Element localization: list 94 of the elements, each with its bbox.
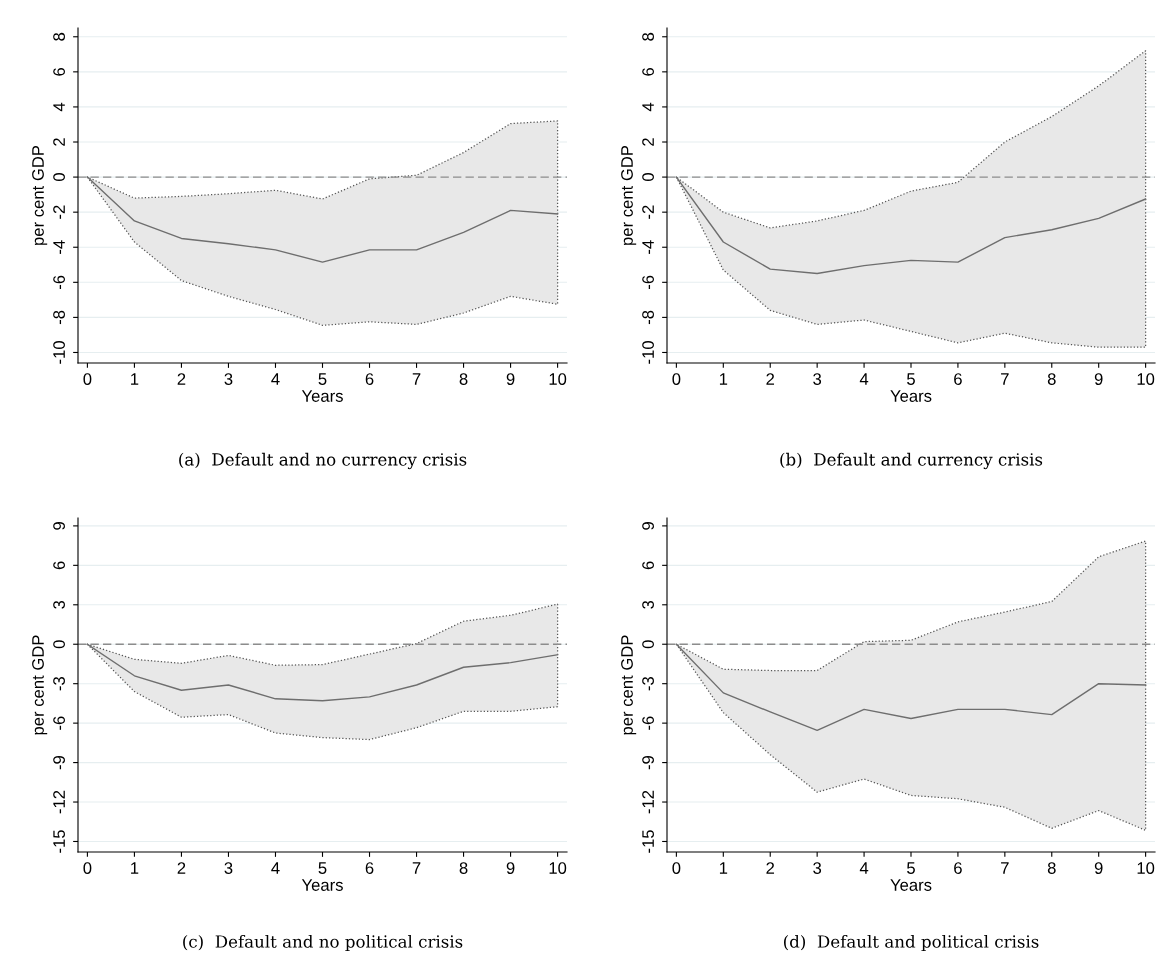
x-tick-label: 7 <box>412 373 421 385</box>
y-tick-label: 0 <box>642 173 654 182</box>
y-tick-label: -3 <box>642 677 654 691</box>
text: (a) Default and no currency crisis <box>179 452 467 470</box>
x-tick-label: 4 <box>271 373 280 385</box>
y-tick-label: 0 <box>53 173 65 182</box>
y-tick-label: -2 <box>53 205 65 219</box>
x-tick-label: 1 <box>719 862 728 874</box>
text: (b) Default and currency crisis <box>780 452 1043 470</box>
y-tick-label: 3 <box>642 600 654 609</box>
y-tick-label: 9 <box>642 522 654 530</box>
x-tick-label: 10 <box>1137 373 1155 385</box>
y-tick-label: 6 <box>642 67 654 76</box>
y-tick-label: 2 <box>53 138 65 146</box>
y-tick-label: -10 <box>642 341 654 364</box>
x-tick-label: 3 <box>813 862 822 874</box>
x-axis-title: Years <box>301 879 343 891</box>
x-tick-label: 10 <box>549 373 567 385</box>
x-tick-label: 8 <box>1047 862 1056 874</box>
y-tick-label: 6 <box>642 561 654 570</box>
x-tick-label: 4 <box>271 862 280 874</box>
y-tick-label: 9 <box>53 522 65 530</box>
y-tick-label: 6 <box>53 561 65 570</box>
x-tick-label: 1 <box>131 373 139 385</box>
x-tick-label: 2 <box>177 373 186 385</box>
y-tick-label: 2 <box>642 138 654 146</box>
y-tick-label: -4 <box>53 240 65 254</box>
x-tick-label: 2 <box>766 373 775 385</box>
y-tick-label: 8 <box>53 32 65 41</box>
x-tick-label: 0 <box>83 373 92 385</box>
x-tick-label: 10 <box>1137 862 1155 874</box>
x-tick-label: 5 <box>907 373 915 385</box>
y-axis-title: per cent GDP <box>32 635 48 735</box>
x-tick-label: 1 <box>719 373 728 385</box>
x-tick-label: 6 <box>365 373 374 385</box>
y-tick-label: 4 <box>53 102 65 112</box>
x-tick-label: 3 <box>224 862 233 874</box>
x-tick-label: 3 <box>224 373 233 385</box>
x-tick-label: 8 <box>1047 373 1056 385</box>
x-tick-label: 1 <box>131 862 139 874</box>
x-tick-label: 10 <box>549 862 567 874</box>
y-tick-label: -4 <box>642 240 654 254</box>
y-tick-label: -2 <box>642 205 654 219</box>
x-axis-title: Years <box>890 390 932 402</box>
x-tick-label: 8 <box>459 862 468 874</box>
x-tick-label: 8 <box>459 373 468 385</box>
y-tick-label: -10 <box>53 341 65 364</box>
x-tick-label: 2 <box>177 862 186 874</box>
y-tick-label: -12 <box>53 790 65 814</box>
y-tick-label: -12 <box>642 790 654 814</box>
y-tick-label: -9 <box>53 755 65 770</box>
y-tick-label: 0 <box>642 640 654 649</box>
x-tick-label: 7 <box>1001 862 1009 874</box>
y-axis-title: per cent GDP <box>32 145 48 245</box>
x-axis-title: Years <box>301 390 343 402</box>
y-tick-label: -6 <box>53 716 65 730</box>
y-tick-label: -6 <box>642 275 654 289</box>
x-tick-label: 0 <box>83 862 92 874</box>
y-tick-label: 0 <box>53 640 65 649</box>
x-tick-label: 9 <box>506 862 515 874</box>
x-tick-label: 3 <box>813 373 822 385</box>
y-tick-label: -8 <box>642 310 654 325</box>
x-tick-label: 5 <box>318 862 327 874</box>
y-tick-label: 3 <box>53 600 65 609</box>
x-tick-label: 2 <box>766 862 775 874</box>
y-tick-label: -15 <box>642 830 654 853</box>
y-tick-label: 4 <box>642 102 654 112</box>
x-tick-label: 6 <box>954 373 962 385</box>
y-tick-label: 6 <box>53 67 65 76</box>
x-axis-title: Years <box>890 879 932 891</box>
x-tick-label: 4 <box>859 373 869 385</box>
y-tick-label: -6 <box>53 275 65 289</box>
text: (d) Default and political crisis <box>783 934 1039 952</box>
x-tick-label: 6 <box>954 862 962 874</box>
x-tick-label: 4 <box>859 862 869 874</box>
y-tick-label: -8 <box>53 310 65 325</box>
x-tick-label: 5 <box>318 373 327 385</box>
y-tick-label: -6 <box>642 716 654 730</box>
x-tick-label: 9 <box>1094 862 1103 874</box>
x-tick-label: 0 <box>672 373 681 385</box>
y-tick-label: 8 <box>642 32 654 41</box>
x-tick-label: 7 <box>412 862 421 874</box>
x-tick-label: 5 <box>907 862 915 874</box>
x-tick-label: 9 <box>1094 373 1103 385</box>
y-axis-title: per cent GDP <box>621 145 637 245</box>
x-tick-label: 7 <box>1001 373 1009 385</box>
x-tick-label: 0 <box>672 862 681 874</box>
y-axis-title: per cent GDP <box>621 635 637 735</box>
y-tick-label: -15 <box>53 830 65 853</box>
text: (c) Default and no political crisis <box>183 934 463 952</box>
y-tick-label: -3 <box>53 677 65 691</box>
y-tick-label: -9 <box>642 755 654 770</box>
x-tick-label: 9 <box>506 373 515 385</box>
x-tick-label: 6 <box>365 862 374 874</box>
